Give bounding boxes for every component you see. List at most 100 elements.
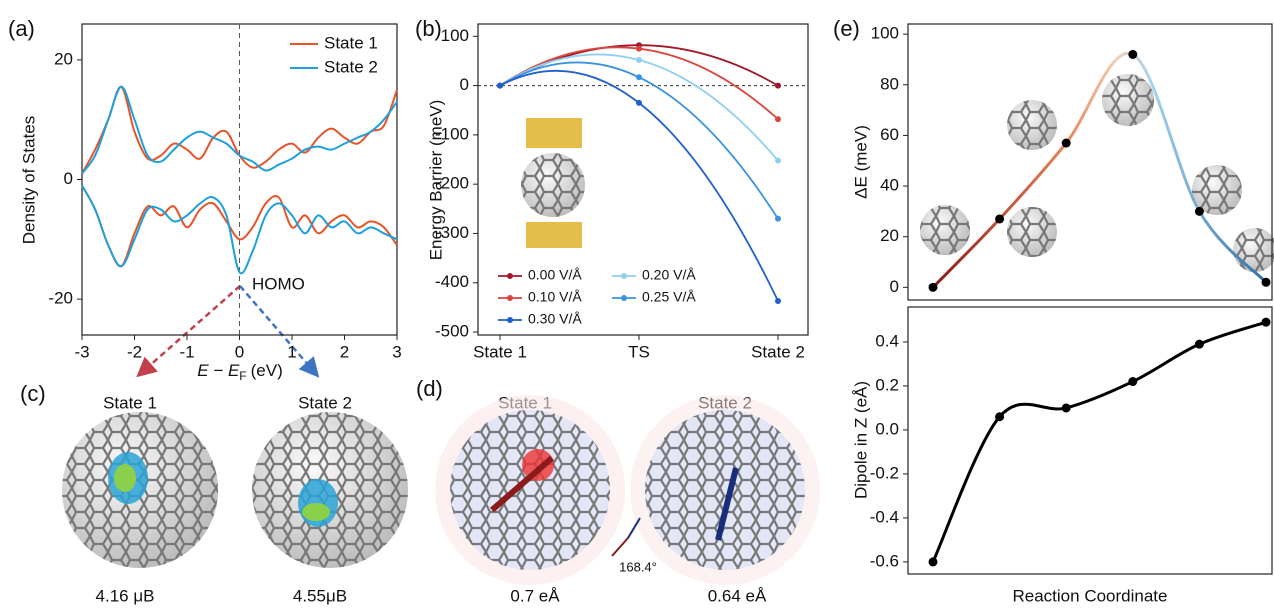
panel-label: (e) [833,16,860,41]
point [636,56,642,63]
y-tick-label: -0.2 [870,463,899,482]
point [1128,49,1138,59]
y-tick-label: 80 [880,74,899,93]
point [928,557,938,567]
y-tick-label: -500 [435,322,469,341]
moment-label: 4.55μB [293,586,347,605]
x-tick-label: -2 [127,342,142,361]
x-tick-label: 1 [287,342,296,361]
molecule [435,395,820,585]
state-label: State 2 [298,393,352,412]
dipole-label: 0.7 eÅ [510,586,560,605]
x-tick-label: 3 [392,342,401,361]
moment-label: 4.16 μB [96,586,155,605]
panel-label: (c) [20,381,46,406]
state-label: State 1 [103,393,157,412]
legend-label: 0.20 V/Å [642,267,696,283]
y-tick-label: -0.6 [870,551,899,570]
y-tick-label: -20 [48,289,73,308]
x-tick-label: 0 [235,342,244,361]
x-axis-label: E − EF (eV) [197,361,283,383]
legend-label: State 2 [324,57,378,76]
y-axis-label: Energy Barrier (meV) [426,100,445,261]
point [1061,138,1071,148]
y-tick-label: -100 [435,124,469,143]
panel-label: (a) [8,16,35,41]
legend-label: 0.10 V/Å [528,289,582,305]
plot-frame [477,23,809,336]
legend-dot [507,295,513,301]
x-tick-label: 2 [340,342,349,361]
y-tick-label: 100 [871,24,899,43]
point [775,157,781,164]
legend-dot [507,273,513,279]
y-tick-label: -300 [435,223,469,242]
point [636,99,642,106]
legend-dot [507,317,513,323]
legend-dot [621,295,627,301]
dipole-label: 0.64 eÅ [708,586,767,605]
y-tick-label: 0.0 [875,419,899,438]
point [1261,277,1271,287]
y-tick-label: -200 [435,174,469,193]
plot-frame [907,23,1273,301]
y-tick-label: -400 [435,272,469,291]
point [1261,317,1271,327]
plot-frame [907,306,1273,575]
y-axis-label: ΔE (meV) [851,125,870,199]
legend-label: 0.30 V/Å [528,311,582,327]
point [636,74,642,81]
x-tick-label: State 2 [751,342,805,361]
x-tick-label: -1 [179,342,194,361]
point [928,282,938,292]
x-tick-label: State 1 [473,342,527,361]
y-tick-label: 100 [441,26,469,45]
point [1128,377,1138,387]
point [995,412,1005,422]
y-tick-label: 20 [54,49,73,68]
inset-molecule [521,74,1274,272]
y-axis-label: Dipole in Z (eÅ) [851,381,870,499]
legend-dot [621,273,627,279]
point [775,116,781,123]
x-label-unit: (eV) [251,361,283,380]
y-tick-label: 40 [880,176,899,195]
panel-label: (d) [416,376,443,401]
dos-line [81,184,398,268]
annotation: HOMO [252,274,305,293]
y-tick-label: 0 [460,75,469,94]
panel-label: (b) [415,16,442,41]
x-label-var: E − E [197,361,240,380]
arrow [136,285,241,378]
y-tick-label: 0.4 [875,331,899,350]
y-tick-label: 60 [880,125,899,144]
point [775,215,781,222]
y-tick-label: 0 [64,169,73,188]
point [1194,206,1204,216]
y-tick-label: 0.2 [875,375,899,394]
angle-label: 168.4° [619,559,657,574]
x-tick-label: -3 [74,342,89,361]
y-tick-label: 0 [890,277,899,296]
y-tick-label: 20 [880,226,899,245]
x-label-sub: F [239,369,246,383]
point [1194,339,1204,349]
legend-label: 0.00 V/Å [528,267,582,283]
dos-line [81,85,398,175]
legend-label: 0.25 V/Å [642,289,696,305]
point [775,82,781,89]
x-axis-label: Reaction Coordinate [1013,586,1168,605]
line [931,320,1267,563]
legend-label: State 1 [324,33,378,52]
molecule [62,412,408,568]
point [636,45,642,52]
y-axis-label: Density of States [19,116,38,245]
point [995,214,1005,224]
x-tick-label: TS [628,342,650,361]
y-tick-label: -0.4 [870,507,899,526]
point [497,82,503,89]
point [1061,403,1071,413]
point [775,297,781,304]
dos-line [81,184,398,275]
